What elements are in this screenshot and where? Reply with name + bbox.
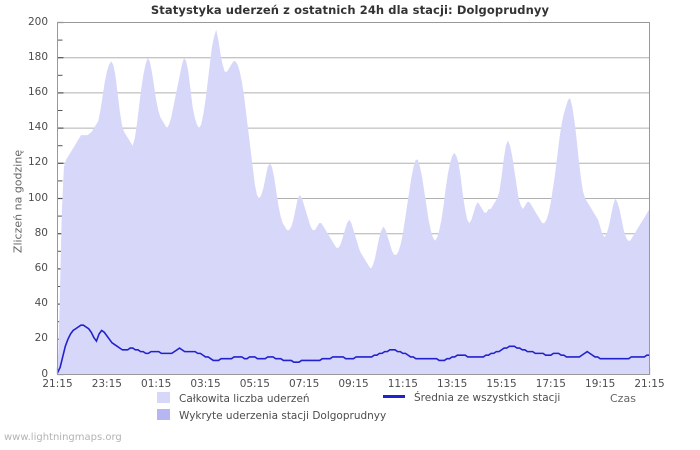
legend-label-station: Wykryte uderzenia stacji Dolgoprudnyy — [179, 410, 387, 422]
series-area-total — [57, 29, 650, 375]
x-tick-label: 11:15 — [387, 378, 418, 390]
legend-swatch-total — [157, 392, 170, 403]
y-tick-label: 80 — [34, 226, 48, 239]
plot-frame — [57, 22, 650, 375]
watermark: www.lightningmaps.org — [4, 432, 122, 443]
x-tick-label: 19:15 — [585, 378, 616, 390]
x-tick-label: 21:15 — [634, 378, 665, 390]
x-tick-label: 17:15 — [535, 378, 566, 390]
legend-line-average — [383, 395, 405, 398]
legend-item-average[interactable]: Średnia ze wszystkich stacji — [383, 392, 560, 404]
x-tick-label: 05:15 — [239, 378, 270, 390]
y-tick-label: 0 — [41, 367, 48, 380]
y-tick-label: 60 — [34, 261, 48, 274]
legend-item-total[interactable]: Całkowita liczba uderzeń — [157, 392, 310, 405]
x-tick-label: 09:15 — [338, 378, 369, 390]
x-tick-label: 15:15 — [486, 378, 517, 390]
legend-label-average: Średnia ze wszystkich stacji — [414, 392, 561, 404]
series-line-average — [56, 324, 650, 374]
chart-title: Statystyka uderzeń z ostatnich 24h dla s… — [150, 3, 550, 17]
y-tick-label: 140 — [27, 121, 48, 134]
y-tick-label: 180 — [27, 50, 48, 63]
y-tick-label: 200 — [27, 15, 48, 28]
y-tick-label: 20 — [34, 332, 48, 345]
x-tick-label: 23:15 — [91, 378, 122, 390]
x-tick-label: 07:15 — [289, 378, 320, 390]
chart-legend: Całkowita liczba uderzeń Wykryte uderzen… — [0, 390, 700, 430]
x-tick-label: 13:15 — [437, 378, 468, 390]
legend-label-total: Całkowita liczba uderzeń — [179, 393, 310, 405]
x-tick-label: 01:15 — [141, 378, 172, 390]
legend-item-station[interactable]: Wykryte uderzenia stacji Dolgoprudnyy — [157, 409, 386, 422]
legend-swatch-station — [157, 409, 170, 420]
y-tick-label: 40 — [34, 297, 48, 310]
y-tick-label: 120 — [27, 156, 48, 169]
x-tick-label: 21:15 — [42, 378, 73, 390]
y-tick-label: 160 — [27, 85, 48, 98]
x-tick-label: 03:15 — [190, 378, 221, 390]
y-tick-label: 100 — [27, 191, 48, 204]
x-axis-title: Czas — [610, 392, 636, 405]
